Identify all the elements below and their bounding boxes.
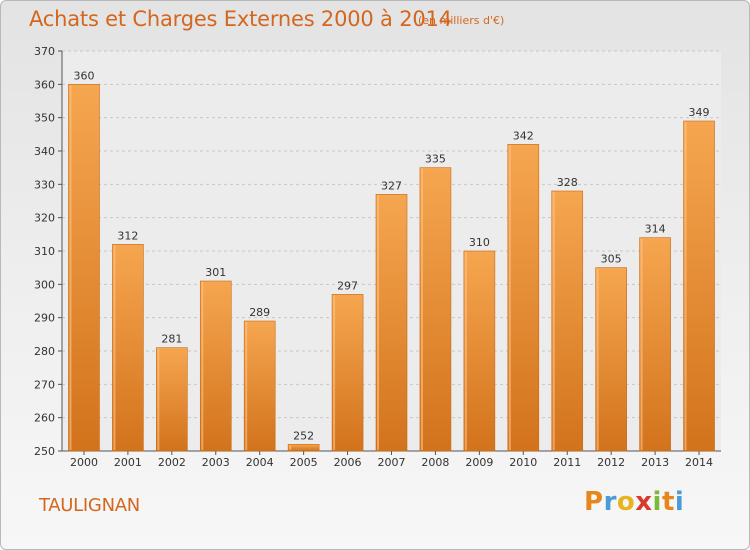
bar-value-label: 335 bbox=[425, 153, 446, 166]
proxiti-logo[interactable]: Proxiti bbox=[584, 487, 684, 517]
bar-value-label: 297 bbox=[337, 279, 358, 292]
bar-value-label: 305 bbox=[601, 253, 622, 266]
bar-highlight bbox=[333, 295, 336, 450]
bar bbox=[463, 250, 496, 452]
bar bbox=[595, 267, 627, 452]
bar bbox=[639, 237, 671, 452]
bar bbox=[375, 194, 408, 452]
bar-highlight bbox=[684, 122, 687, 450]
labels: 250 260 270 280 290 300 310 320 330 340 350 360 370 3… bbox=[34, 45, 713, 469]
y-tick-label: 270 bbox=[34, 378, 55, 391]
logo-letter: r bbox=[603, 487, 617, 517]
chart-title: Achats et Charges Externes 2000 à 2014 bbox=[29, 7, 452, 31]
y-tick-label: 300 bbox=[34, 278, 55, 291]
bar-highlight bbox=[157, 348, 160, 450]
bar-value-label: 360 bbox=[73, 69, 94, 82]
x-tick-label: 2012 bbox=[597, 456, 625, 469]
bar bbox=[551, 190, 584, 452]
bar bbox=[507, 144, 540, 452]
logo-letter: t bbox=[661, 487, 675, 517]
chart-unit: (en milliers d'€) bbox=[418, 14, 505, 27]
bar-value-label: 312 bbox=[117, 229, 138, 242]
logo-letter: x bbox=[635, 487, 653, 517]
logo-letter: o bbox=[616, 487, 636, 517]
x-tick-label: 2013 bbox=[641, 456, 669, 469]
bar bbox=[419, 167, 452, 452]
bar-highlight bbox=[201, 282, 204, 450]
bar bbox=[683, 120, 715, 452]
bar-highlight bbox=[113, 245, 116, 450]
bars bbox=[68, 84, 715, 452]
y-tick-label: 320 bbox=[34, 212, 55, 225]
bar-value-label: 301 bbox=[205, 266, 226, 279]
logo-letter: i bbox=[652, 487, 662, 517]
x-tick-label: 2009 bbox=[465, 456, 493, 469]
bar bbox=[68, 84, 100, 452]
x-tick-label: 2006 bbox=[334, 456, 362, 469]
x-tick-label: 2004 bbox=[246, 456, 274, 469]
y-tick-label: 370 bbox=[34, 45, 55, 58]
y-tick-label: 280 bbox=[34, 345, 55, 358]
bar bbox=[112, 244, 144, 452]
bar-value-label: 342 bbox=[513, 129, 534, 142]
bar-highlight bbox=[596, 268, 599, 450]
bar-highlight bbox=[377, 195, 379, 450]
y-tick-label: 360 bbox=[34, 78, 55, 91]
y-tick-label: 350 bbox=[34, 112, 55, 125]
bar-highlight bbox=[420, 168, 423, 450]
y-tick-label: 340 bbox=[34, 145, 55, 158]
bar-value-label: 252 bbox=[293, 429, 314, 442]
bar-value-label: 281 bbox=[161, 333, 182, 346]
x-tick-label: 2005 bbox=[290, 456, 318, 469]
y-tick-label: 250 bbox=[34, 445, 55, 458]
logo-letter: i bbox=[674, 487, 685, 517]
bar bbox=[331, 294, 364, 452]
x-tick-label: 2011 bbox=[553, 456, 581, 469]
x-tick-label: 2001 bbox=[114, 456, 142, 469]
bar-value-label: 327 bbox=[381, 179, 402, 192]
y-tick-label: 260 bbox=[34, 412, 55, 425]
bar-highlight bbox=[464, 252, 467, 450]
bar-value-label: 289 bbox=[249, 306, 270, 319]
x-tick-label: 2002 bbox=[158, 456, 186, 469]
bar-highlight bbox=[245, 322, 248, 450]
y-tick-label: 310 bbox=[34, 245, 55, 258]
y-tick-label: 330 bbox=[34, 178, 55, 191]
bar-highlight bbox=[69, 85, 72, 450]
bar-highlight bbox=[289, 445, 292, 450]
bar-highlight bbox=[508, 145, 511, 451]
bar-value-label: 310 bbox=[469, 236, 490, 249]
bar-value-label: 349 bbox=[689, 106, 710, 119]
bar-value-label: 328 bbox=[557, 176, 578, 189]
city-name: TAULIGNAN bbox=[39, 495, 140, 516]
bar bbox=[156, 347, 188, 452]
x-tick-label: 2014 bbox=[685, 456, 713, 469]
bar-highlight bbox=[552, 192, 555, 450]
x-tick-label: 2010 bbox=[509, 456, 537, 469]
x-tick-label: 2007 bbox=[378, 456, 406, 469]
bar bbox=[199, 280, 232, 452]
bar bbox=[287, 444, 320, 452]
x-tick-label: 2003 bbox=[202, 456, 230, 469]
logo-letter: P bbox=[584, 487, 604, 517]
x-tick-label: 2008 bbox=[421, 456, 449, 469]
bar-value-label: 314 bbox=[645, 223, 666, 236]
y-tick-label: 290 bbox=[34, 312, 55, 325]
bar-highlight bbox=[640, 238, 643, 450]
bar bbox=[243, 320, 276, 452]
x-tick-label: 2000 bbox=[70, 456, 98, 469]
